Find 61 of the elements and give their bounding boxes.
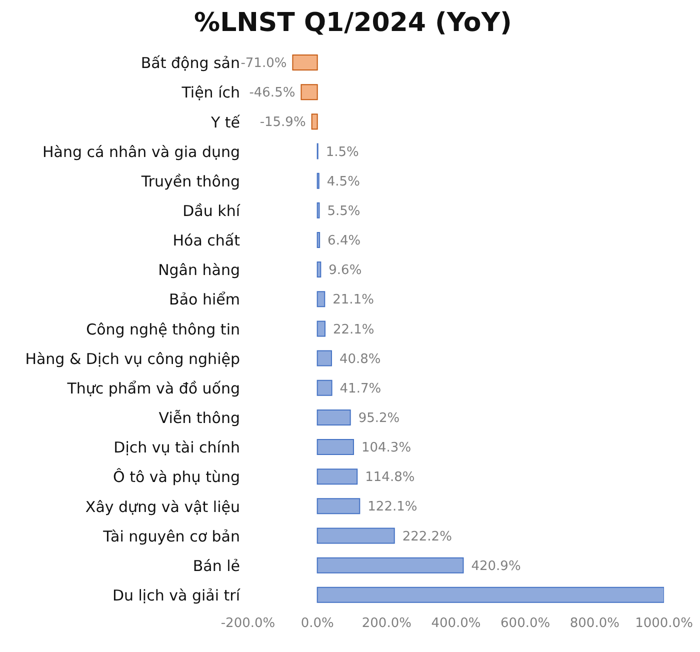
bar (316, 232, 320, 248)
bar (316, 586, 664, 603)
y-tick-label: Tài nguyên cơ bản (102, 527, 240, 546)
data-label: 22.1% (332, 322, 374, 338)
y-tick-label: Công nghệ thông tin (86, 320, 240, 338)
data-label: 9.6% (328, 263, 362, 278)
data-label: 6.4% (328, 234, 361, 249)
x-tick-label: -200.0% (220, 616, 276, 632)
x-tick-label: 200.0% (362, 616, 412, 632)
data-label: 122.1% (368, 500, 418, 515)
y-tick-label: Tiện ích (180, 84, 240, 102)
data-label: 40.8% (339, 352, 381, 367)
x-tick-label: 800.0% (570, 616, 620, 632)
bar (316, 380, 332, 396)
bar (311, 114, 318, 130)
y-tick-label: Ô tô và phụ tùng (113, 468, 240, 486)
y-tick-label: Bảo hiểm (169, 290, 240, 309)
data-label: 104.3% (361, 440, 412, 456)
bar (316, 262, 322, 278)
y-tick-label: Thực phẩm và đồ uống (66, 379, 240, 398)
bar (300, 84, 318, 100)
data-label: 5.5% (327, 204, 360, 219)
x-tick-label: 600.0% (500, 616, 550, 632)
bar (292, 54, 318, 70)
bar (316, 350, 332, 366)
y-tick-label: Bất động sản (140, 54, 240, 72)
y-tick-label: Xây dựng và vật liệu (85, 498, 240, 516)
y-tick-label: Hàng & Dịch vụ công nghiệp (25, 350, 240, 368)
data-label: 41.7% (340, 381, 382, 396)
y-tick-label: Ngân hàng (158, 261, 240, 280)
y-tick-label: Bán lẻ (192, 556, 240, 575)
x-tick-label: 1000.0% (635, 616, 693, 632)
y-tick-label: Dầu khí (182, 202, 241, 220)
chart-title: %LNST Q1/2024 (YoY) (193, 8, 513, 38)
bar (316, 528, 395, 544)
x-tick-label: 400.0% (431, 616, 481, 632)
x-tick-label: 0.0% (300, 616, 334, 632)
y-tick-label: Du lịch và giải trí (112, 586, 241, 605)
data-label: 4.5% (326, 174, 360, 190)
data-label: -46.5% (249, 86, 296, 101)
bar (316, 468, 358, 485)
bar (316, 409, 351, 426)
y-tick-label: Hàng cá nhân và gia dụng (42, 142, 240, 161)
y-tick-label: Viễn thông (158, 409, 240, 428)
y-tick-label: Y tế (210, 113, 241, 132)
data-label: 420.9% (471, 558, 521, 574)
y-tick-label: Truyền thông (140, 172, 240, 190)
data-label: -15.9% (260, 115, 306, 130)
y-tick-label: Dịch vụ tài chính (114, 438, 240, 457)
data-label: 114.8% (365, 470, 415, 486)
bar (316, 498, 360, 514)
data-label: 21.1% (332, 292, 374, 308)
data-label: 1.5% (326, 144, 359, 160)
data-label: 95.2% (358, 410, 400, 426)
bar (316, 291, 326, 308)
bar (316, 557, 464, 574)
y-tick-label: Hóa chất (172, 232, 240, 250)
data-label: 222.2% (402, 529, 452, 544)
data-label: -71.0% (240, 56, 287, 72)
bar (316, 439, 354, 456)
bar (316, 320, 326, 337)
